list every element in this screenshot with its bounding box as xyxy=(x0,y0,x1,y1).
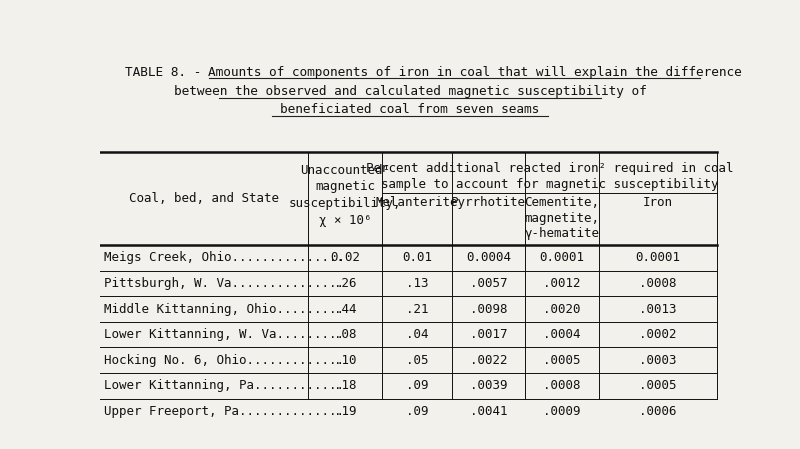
Text: Pittsburgh, W. Va...............: Pittsburgh, W. Va............... xyxy=(104,277,344,290)
Text: Amounts of components of iron in coal that will explain the difference: Amounts of components of iron in coal th… xyxy=(209,66,742,79)
Text: Iron: Iron xyxy=(643,196,673,209)
Text: TABLE 8. -: TABLE 8. - xyxy=(125,66,209,79)
Text: .05: .05 xyxy=(406,354,428,367)
Text: .0006: .0006 xyxy=(639,405,677,418)
Text: Unaccounted¹: Unaccounted¹ xyxy=(300,164,390,177)
Text: .0022: .0022 xyxy=(470,354,507,367)
Text: .13: .13 xyxy=(406,277,428,290)
Text: Coal, bed, and State: Coal, bed, and State xyxy=(129,192,279,205)
Text: .0008: .0008 xyxy=(543,379,581,392)
Text: Lower Kittanning, W. Va.........: Lower Kittanning, W. Va......... xyxy=(104,328,344,341)
Text: .18: .18 xyxy=(334,379,356,392)
Text: .0039: .0039 xyxy=(470,379,507,392)
Text: magnetite,: magnetite, xyxy=(525,211,599,224)
Text: .10: .10 xyxy=(334,354,356,367)
Text: .21: .21 xyxy=(406,303,428,316)
Text: magnetic: magnetic xyxy=(315,180,375,194)
Text: .0013: .0013 xyxy=(639,303,677,316)
Text: .04: .04 xyxy=(406,328,428,341)
Text: .0004: .0004 xyxy=(543,328,581,341)
Text: .0009: .0009 xyxy=(543,405,581,418)
Text: .0003: .0003 xyxy=(639,354,677,367)
Text: χ × 10⁶: χ × 10⁶ xyxy=(318,214,371,227)
Text: .0041: .0041 xyxy=(470,405,507,418)
Text: .26: .26 xyxy=(334,277,356,290)
Text: Middle Kittanning, Ohio.........: Middle Kittanning, Ohio......... xyxy=(104,303,344,316)
Text: Percent additional reacted iron² required in coal: Percent additional reacted iron² require… xyxy=(366,162,734,175)
Text: Hocking No. 6, Ohio.............: Hocking No. 6, Ohio............. xyxy=(104,354,344,367)
Text: 0.01: 0.01 xyxy=(402,251,432,264)
Text: .0017: .0017 xyxy=(470,328,507,341)
Text: .09: .09 xyxy=(406,405,428,418)
Text: .0012: .0012 xyxy=(543,277,581,290)
Text: .0005: .0005 xyxy=(639,379,677,392)
Text: .0002: .0002 xyxy=(639,328,677,341)
Text: .08: .08 xyxy=(334,328,356,341)
Text: .0098: .0098 xyxy=(470,303,507,316)
Text: between the observed and calculated magnetic susceptibility of: between the observed and calculated magn… xyxy=(174,85,646,97)
Text: .0057: .0057 xyxy=(470,277,507,290)
Text: Meigs Creek, Ohio...............: Meigs Creek, Ohio............... xyxy=(104,251,344,264)
Text: .0020: .0020 xyxy=(543,303,581,316)
Text: beneficiated coal from seven seams: beneficiated coal from seven seams xyxy=(280,103,540,116)
Text: 0.02: 0.02 xyxy=(330,251,360,264)
Text: 0.0004: 0.0004 xyxy=(466,251,511,264)
Text: .09: .09 xyxy=(406,379,428,392)
Text: Cementite,: Cementite, xyxy=(525,196,599,209)
Text: .19: .19 xyxy=(334,405,356,418)
Text: γ-hematite: γ-hematite xyxy=(525,228,599,240)
Text: 0.0001: 0.0001 xyxy=(635,251,681,264)
Text: .44: .44 xyxy=(334,303,356,316)
Text: .0005: .0005 xyxy=(543,354,581,367)
Text: .0008: .0008 xyxy=(639,277,677,290)
Text: susceptibility,: susceptibility, xyxy=(289,197,401,210)
Text: Pyrrhotite: Pyrrhotite xyxy=(451,196,526,209)
Text: Lower Kittanning, Pa............: Lower Kittanning, Pa............ xyxy=(104,379,344,392)
Text: Upper Freeport, Pa..............: Upper Freeport, Pa.............. xyxy=(104,405,344,418)
Text: 0.0001: 0.0001 xyxy=(539,251,585,264)
Text: sample to account for magnetic susceptibility: sample to account for magnetic susceptib… xyxy=(381,178,718,191)
Text: Melanterite: Melanterite xyxy=(376,196,458,209)
